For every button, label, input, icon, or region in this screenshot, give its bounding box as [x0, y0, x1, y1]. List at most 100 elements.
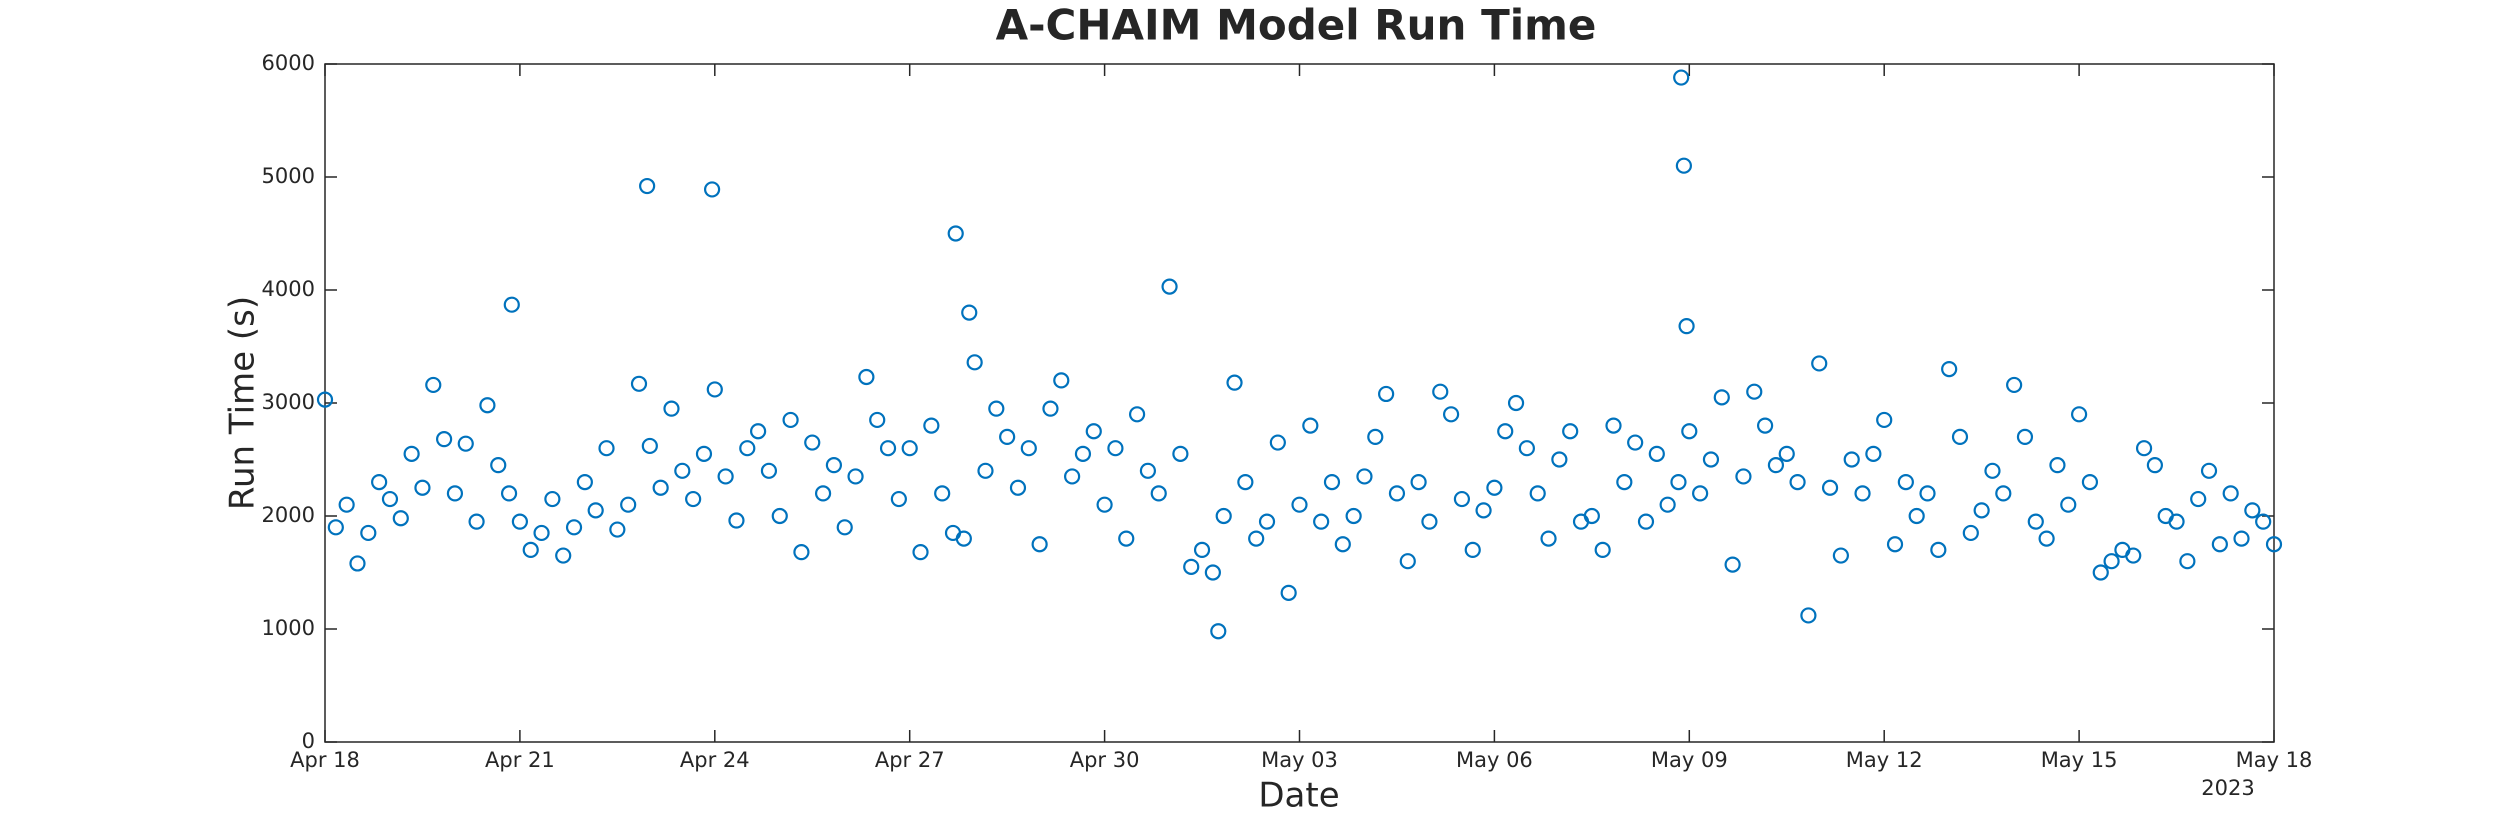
- point: [1096, 496, 1113, 513]
- point: [999, 428, 1016, 445]
- point: [1865, 445, 1882, 462]
- point: [403, 445, 420, 462]
- point: [1118, 530, 1135, 547]
- point: [1085, 423, 1102, 440]
- y-tick-label: 3000: [262, 390, 315, 414]
- point: [1594, 541, 1611, 559]
- x-tick-label: Apr 30: [1070, 748, 1140, 772]
- point: [457, 435, 474, 452]
- point: [436, 431, 453, 448]
- point: [2016, 428, 2034, 445]
- point: [1746, 383, 1763, 400]
- point: [1442, 406, 1460, 423]
- point: [1053, 372, 1070, 389]
- point: [1334, 536, 1351, 553]
- point: [1291, 496, 1308, 513]
- point: [977, 462, 994, 479]
- point: [544, 490, 561, 508]
- point: [1464, 541, 1481, 559]
- point: [1388, 485, 1406, 502]
- point: [2103, 553, 2120, 570]
- y-tick-label: 5000: [262, 164, 315, 188]
- x-tick-label: May 12: [1846, 748, 1923, 772]
- point: [1886, 536, 1904, 553]
- point: [327, 519, 344, 536]
- point: [1681, 423, 1698, 440]
- point: [565, 519, 583, 536]
- y-tick-label: 4000: [262, 277, 315, 301]
- point: [1540, 530, 1557, 547]
- point: [1248, 530, 1265, 547]
- point: [858, 368, 875, 386]
- point: [1756, 417, 1774, 434]
- point: [793, 544, 810, 561]
- x-tick-label: May 03: [1261, 748, 1338, 772]
- point: [2049, 457, 2066, 474]
- plot-area: [324, 63, 2275, 743]
- point: [1107, 440, 1124, 457]
- point: [890, 490, 907, 508]
- point: [869, 411, 886, 429]
- point: [2265, 536, 2283, 553]
- x-tick-label: Apr 27: [875, 748, 945, 772]
- point: [1210, 623, 1227, 640]
- point: [609, 521, 626, 538]
- point: [1724, 556, 1741, 573]
- point: [1551, 451, 1568, 468]
- point: [706, 381, 723, 398]
- point: [1518, 440, 1535, 457]
- point: [1800, 607, 1817, 624]
- y-tick-label: 2000: [262, 503, 315, 527]
- point: [760, 462, 778, 479]
- point: [1843, 451, 1860, 468]
- x-tick-label: May 06: [1456, 748, 1533, 772]
- point: [739, 440, 756, 457]
- point: [1767, 457, 1785, 474]
- point: [1670, 474, 1687, 491]
- point: [414, 479, 431, 496]
- point: [1497, 423, 1514, 440]
- point: [1832, 547, 1849, 564]
- point: [1302, 417, 1319, 434]
- point: [703, 181, 721, 198]
- point: [1941, 361, 1958, 378]
- point: [652, 479, 669, 496]
- point: [533, 524, 550, 542]
- point: [1811, 355, 1828, 372]
- x-tick-label: Apr 18: [290, 748, 360, 772]
- point: [1367, 428, 1384, 445]
- point: [576, 474, 593, 491]
- point: [1410, 474, 1427, 491]
- point: [1962, 524, 1979, 542]
- point: [1984, 462, 2001, 479]
- point: [1193, 541, 1211, 559]
- point: [685, 490, 702, 508]
- point: [1562, 423, 1579, 440]
- point: [490, 457, 507, 474]
- point: [1172, 445, 1189, 462]
- x-axis-label: Date: [1258, 776, 1339, 816]
- point: [1009, 479, 1027, 496]
- point: [2125, 547, 2142, 564]
- point: [1821, 479, 1839, 496]
- point: [2222, 485, 2239, 502]
- point: [814, 485, 832, 502]
- point: [2168, 513, 2185, 530]
- point: [2244, 502, 2261, 519]
- point: [1064, 468, 1081, 485]
- point: [1139, 462, 1157, 479]
- point: [500, 485, 518, 502]
- point: [1453, 490, 1471, 508]
- point: [587, 502, 604, 519]
- point: [695, 445, 713, 462]
- point: [1399, 553, 1416, 570]
- point: [847, 468, 864, 485]
- point: [1475, 502, 1492, 519]
- x-tick-label: Apr 21: [485, 748, 555, 772]
- point: [1908, 507, 1925, 525]
- point: [1713, 389, 1730, 406]
- point: [1648, 445, 1665, 462]
- point: [639, 177, 656, 195]
- point: [1215, 507, 1232, 525]
